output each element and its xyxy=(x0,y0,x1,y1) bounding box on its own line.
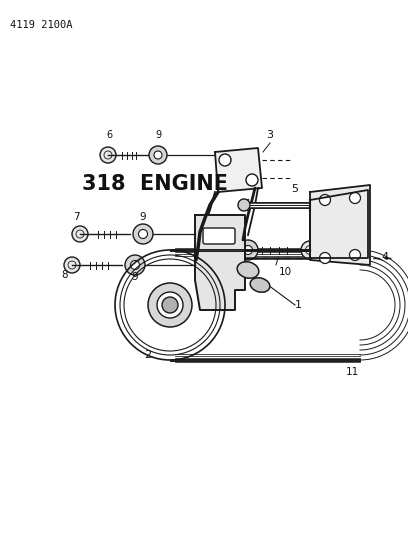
Circle shape xyxy=(219,154,231,166)
Circle shape xyxy=(154,151,162,159)
Text: •: • xyxy=(193,256,197,262)
Text: 4119 2100A: 4119 2100A xyxy=(10,20,73,30)
Circle shape xyxy=(72,226,88,242)
Circle shape xyxy=(157,292,183,318)
Text: 11: 11 xyxy=(346,367,359,377)
Text: 318  ENGINE: 318 ENGINE xyxy=(82,174,228,194)
Circle shape xyxy=(246,174,258,186)
Text: 7: 7 xyxy=(73,212,79,222)
Text: 1: 1 xyxy=(295,300,302,310)
Circle shape xyxy=(149,146,167,164)
Text: 3: 3 xyxy=(266,130,273,140)
Circle shape xyxy=(125,255,145,275)
Circle shape xyxy=(148,283,192,327)
Circle shape xyxy=(133,224,153,244)
Text: 2: 2 xyxy=(144,350,151,360)
Circle shape xyxy=(131,261,140,270)
Polygon shape xyxy=(310,185,370,265)
Circle shape xyxy=(244,246,253,254)
Text: 9: 9 xyxy=(140,212,146,222)
Circle shape xyxy=(138,230,148,238)
Circle shape xyxy=(100,147,116,163)
Circle shape xyxy=(162,297,178,313)
Ellipse shape xyxy=(250,278,270,292)
Circle shape xyxy=(350,249,361,261)
FancyBboxPatch shape xyxy=(203,228,235,244)
Text: 5: 5 xyxy=(291,184,299,194)
Circle shape xyxy=(301,241,319,259)
Circle shape xyxy=(319,195,330,206)
Circle shape xyxy=(64,257,80,273)
Text: 9: 9 xyxy=(132,272,138,282)
Text: 10: 10 xyxy=(278,267,292,277)
Circle shape xyxy=(350,192,361,204)
Circle shape xyxy=(238,199,250,211)
Text: 9: 9 xyxy=(155,130,161,140)
Ellipse shape xyxy=(237,262,259,278)
Polygon shape xyxy=(195,215,245,310)
Text: 6: 6 xyxy=(106,130,112,140)
Circle shape xyxy=(319,253,330,263)
Text: 8: 8 xyxy=(62,270,68,280)
Polygon shape xyxy=(215,148,262,192)
Circle shape xyxy=(238,240,258,260)
Text: 4: 4 xyxy=(381,252,388,262)
